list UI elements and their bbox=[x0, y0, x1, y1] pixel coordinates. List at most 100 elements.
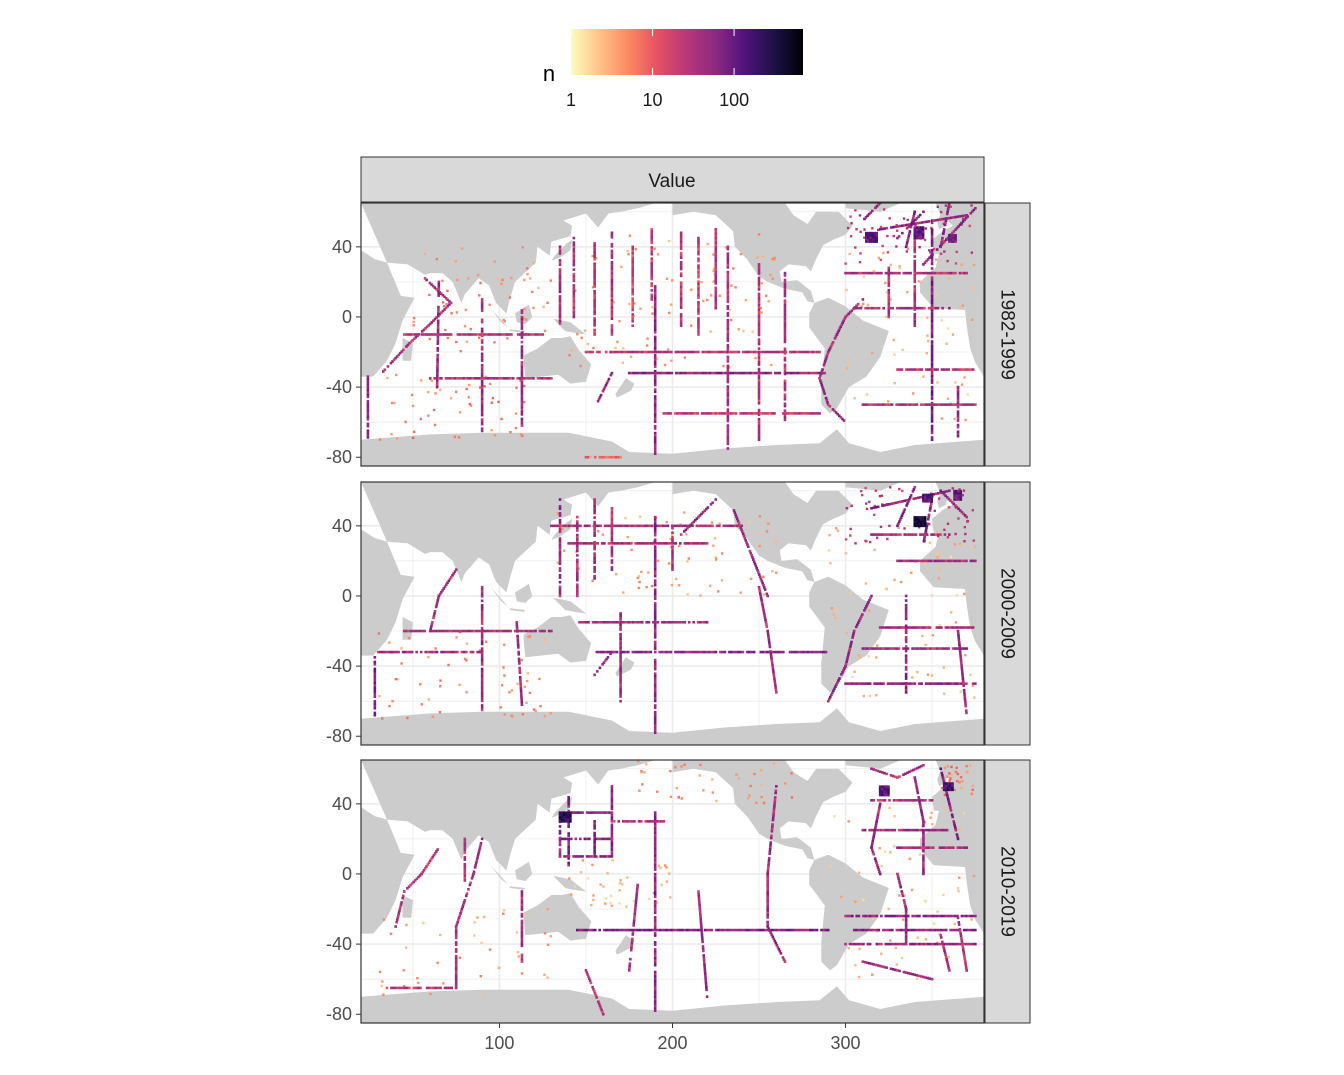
obs-cell bbox=[921, 634, 924, 638]
track-cell bbox=[942, 492, 946, 496]
obs-cell bbox=[453, 435, 457, 439]
obs-cell bbox=[759, 306, 762, 310]
track-cell bbox=[631, 315, 634, 319]
track-cell bbox=[558, 838, 562, 842]
track-cell bbox=[771, 823, 774, 826]
track-cell bbox=[930, 328, 934, 332]
track-cell bbox=[653, 815, 657, 819]
obs-cell bbox=[699, 594, 702, 597]
track-cell bbox=[925, 533, 929, 536]
track-cell bbox=[733, 371, 737, 375]
land-polygon bbox=[553, 597, 586, 614]
track-cell bbox=[600, 542, 604, 545]
track-cell bbox=[684, 524, 688, 528]
track-cell bbox=[480, 647, 484, 650]
obs-cell bbox=[630, 548, 633, 552]
dense-cell bbox=[873, 240, 876, 243]
track-cell bbox=[610, 532, 614, 535]
track-cell bbox=[922, 858, 925, 862]
obs-cell bbox=[895, 229, 899, 232]
obs-cell bbox=[599, 883, 602, 886]
track-cell bbox=[697, 280, 700, 283]
track-cell bbox=[609, 373, 613, 377]
track-cell bbox=[697, 307, 700, 311]
track-cell bbox=[916, 306, 919, 310]
track-cell bbox=[714, 304, 718, 308]
track-cell bbox=[914, 846, 917, 849]
track-cell bbox=[697, 291, 700, 295]
obs-cell bbox=[900, 956, 904, 960]
land-polygon bbox=[809, 854, 889, 971]
facet-row-strip bbox=[984, 202, 1031, 467]
track-cell bbox=[373, 662, 377, 666]
track-cell bbox=[650, 248, 654, 251]
track-cell bbox=[938, 828, 942, 832]
track-cell bbox=[913, 776, 917, 779]
obs-cell bbox=[405, 923, 408, 927]
track-cell bbox=[962, 684, 965, 687]
track-cell bbox=[762, 612, 766, 615]
track-cell bbox=[830, 693, 833, 697]
track-cell bbox=[703, 967, 707, 971]
track-cell bbox=[963, 514, 967, 517]
track-cell bbox=[366, 406, 370, 410]
track-cell bbox=[911, 846, 915, 849]
track-cell bbox=[810, 371, 813, 375]
track-cell bbox=[633, 917, 636, 920]
track-cell bbox=[783, 313, 787, 316]
dense-cell bbox=[924, 493, 927, 497]
track-cell bbox=[593, 554, 596, 558]
track-cell bbox=[929, 271, 933, 275]
track-cell bbox=[444, 297, 448, 300]
track-cell bbox=[930, 324, 934, 327]
track-cell bbox=[822, 363, 826, 367]
track-cell bbox=[593, 855, 596, 858]
track-cell bbox=[884, 647, 887, 650]
track-cell bbox=[401, 894, 405, 898]
track-cell bbox=[436, 349, 440, 352]
obs-cell bbox=[847, 364, 851, 368]
track-cell bbox=[599, 837, 602, 841]
track-cell bbox=[707, 412, 711, 415]
track-cell bbox=[593, 561, 596, 564]
track-cell bbox=[428, 281, 432, 285]
track-cell bbox=[437, 285, 441, 288]
track-cell bbox=[726, 332, 730, 336]
track-cell bbox=[426, 863, 430, 866]
track-cell bbox=[912, 214, 915, 218]
track-cell bbox=[366, 424, 370, 428]
obs-cell bbox=[390, 401, 394, 405]
track-cell bbox=[431, 620, 434, 624]
track-cell bbox=[516, 629, 519, 633]
track-cell bbox=[480, 599, 484, 603]
obs-cell bbox=[873, 548, 876, 552]
track-cell bbox=[572, 293, 576, 296]
track-cell bbox=[558, 555, 562, 559]
track-cell bbox=[940, 771, 944, 775]
dense-cell bbox=[865, 240, 868, 243]
track-cell bbox=[435, 603, 439, 607]
track-cell bbox=[619, 626, 622, 629]
track-cell bbox=[511, 377, 515, 380]
track-cell bbox=[886, 647, 889, 650]
obs-cell bbox=[859, 252, 862, 255]
track-cell bbox=[650, 264, 654, 267]
dense-cell bbox=[913, 516, 917, 519]
track-cell bbox=[653, 305, 657, 309]
track-cell bbox=[872, 506, 876, 510]
obs-cell bbox=[971, 509, 975, 512]
track-cell bbox=[463, 856, 467, 859]
obs-cell bbox=[708, 584, 712, 588]
track-cell bbox=[576, 554, 579, 557]
track-cell bbox=[944, 403, 948, 406]
track-cell bbox=[433, 650, 437, 654]
track-cell bbox=[446, 650, 450, 654]
obs-cell bbox=[889, 851, 892, 854]
track-cell bbox=[766, 897, 769, 901]
track-cell bbox=[653, 381, 657, 385]
track-cell bbox=[610, 798, 614, 802]
track-cell bbox=[657, 524, 661, 528]
track-cell bbox=[480, 622, 484, 625]
track-cell bbox=[653, 947, 657, 951]
obs-cell bbox=[633, 302, 636, 305]
